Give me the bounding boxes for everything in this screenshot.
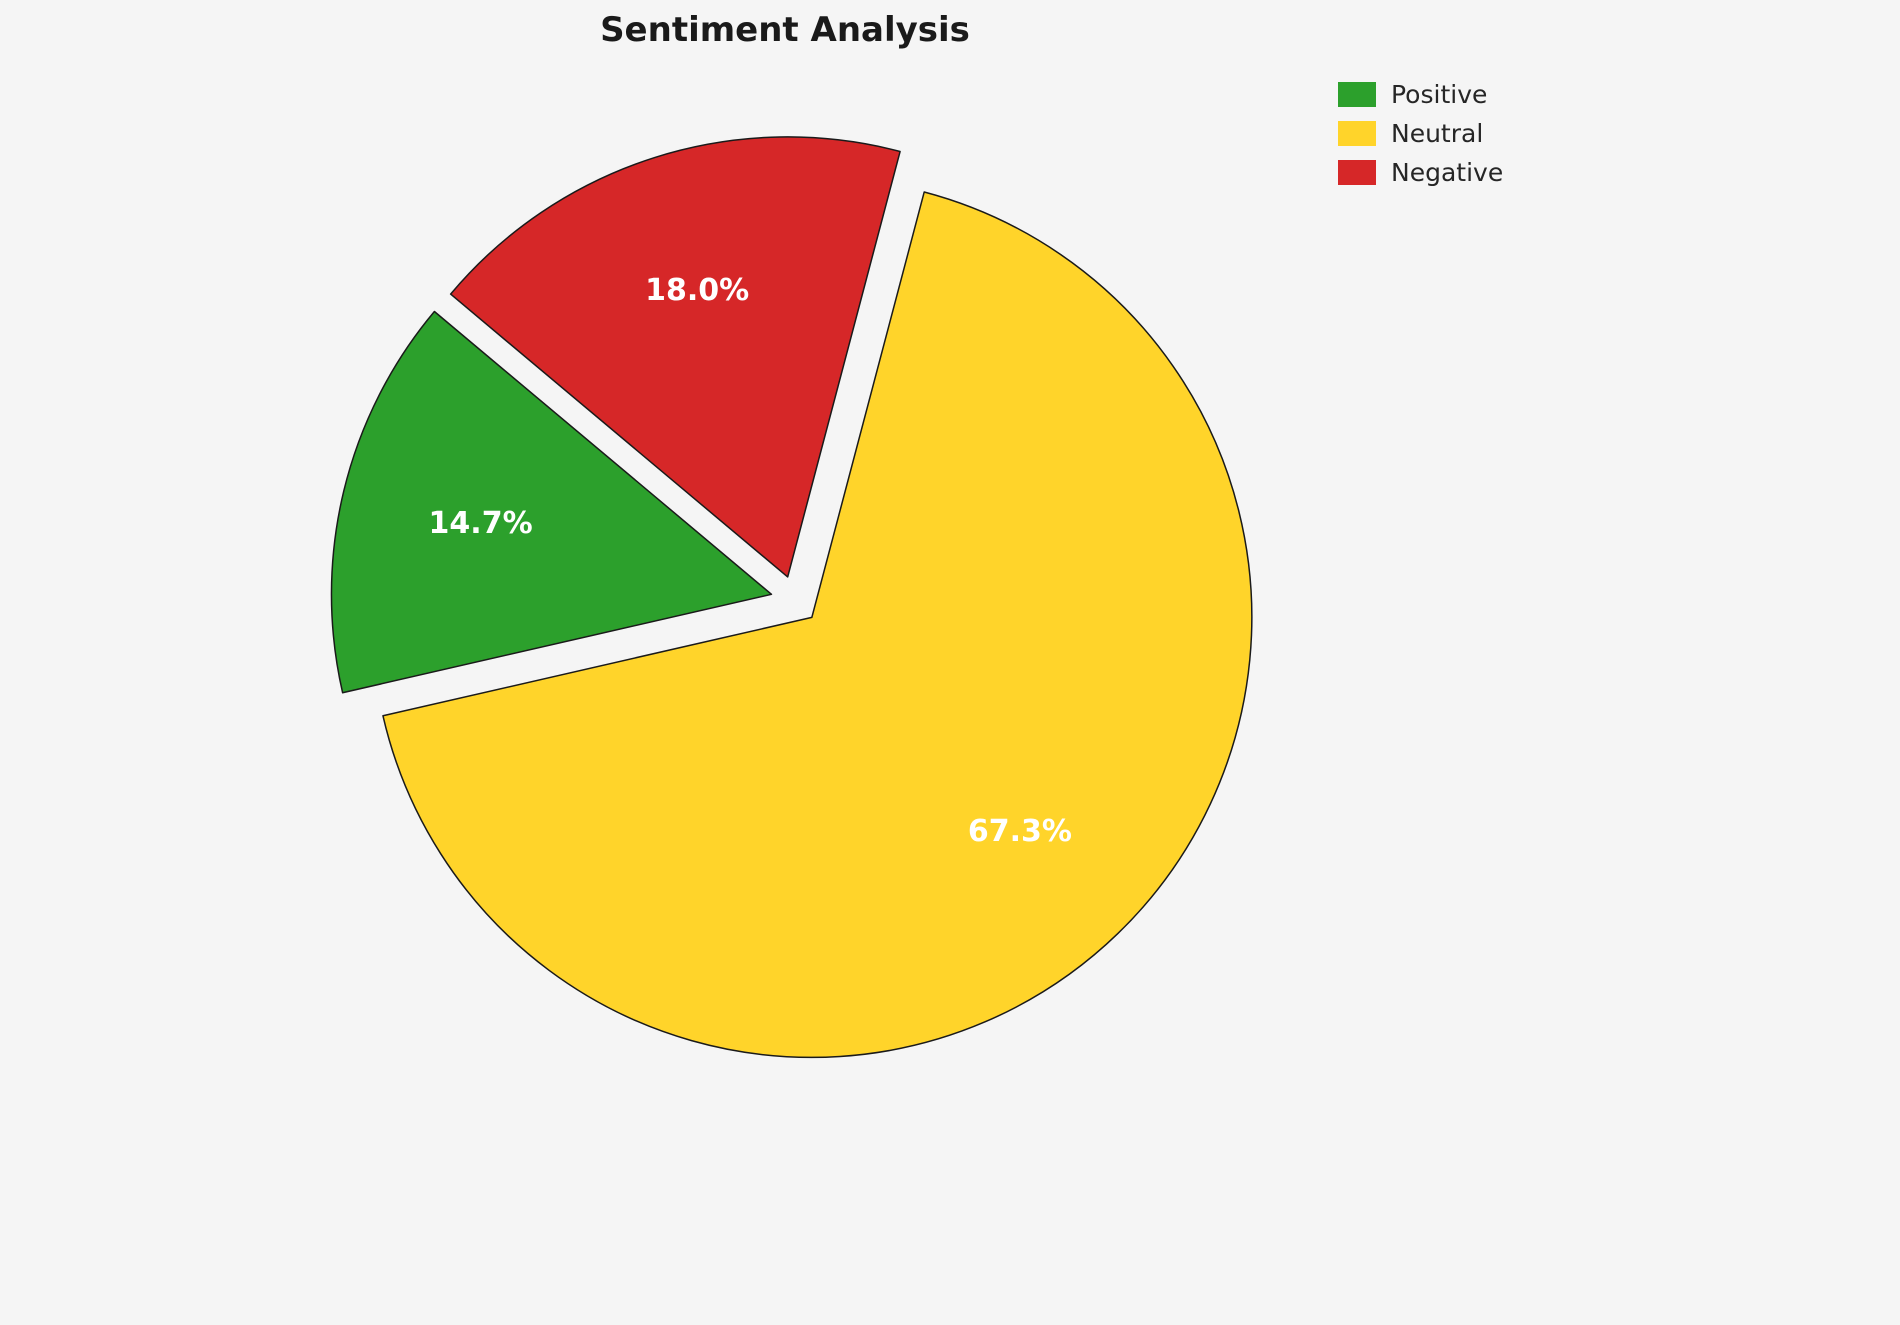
legend-item-neutral: Neutral (1338, 121, 1503, 146)
legend-label-negative: Negative (1391, 158, 1504, 187)
slice-percentage-label-positive: 14.7% (429, 506, 533, 541)
pie-slice-positive (330, 310, 773, 694)
slice-percentage-label-neutral: 67.3% (968, 814, 1072, 849)
legend-swatch-positive (1338, 82, 1376, 107)
legend-item-negative: Negative (1338, 160, 1503, 185)
legend-item-positive: Positive (1338, 82, 1503, 107)
pie-slice-neutral (382, 191, 1253, 1059)
legend: Positive Neutral Negative (1338, 82, 1503, 185)
pie-slice-negative (449, 136, 901, 578)
legend-swatch-negative (1338, 160, 1376, 185)
legend-swatch-neutral (1338, 121, 1376, 146)
legend-label-neutral: Neutral (1391, 119, 1484, 148)
legend-label-positive: Positive (1391, 80, 1488, 109)
slice-percentage-label-negative: 18.0% (645, 273, 749, 308)
chart-title: Sentiment Analysis (600, 10, 970, 50)
